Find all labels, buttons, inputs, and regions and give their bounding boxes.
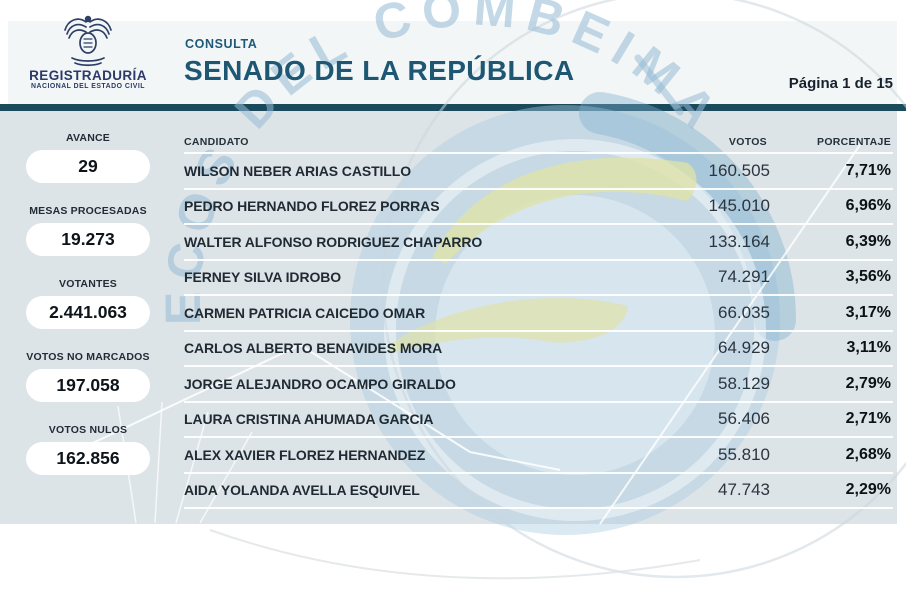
candidate-name: PEDRO HERNANDO FLOREZ PORRAS xyxy=(184,198,440,215)
table-row: ALEX XAVIER FLOREZ HERNANDEZ 55.810 2,68… xyxy=(184,438,893,474)
candidate-percentage: 3,56% xyxy=(845,268,891,286)
table-row: JORGE ALEJANDRO OCAMPO GIRALDO 58.129 2,… xyxy=(184,367,893,403)
candidate-votes: 66.035 xyxy=(718,302,770,322)
column-header-percentage: PORCENTAJE xyxy=(817,135,891,148)
candidate-votes: 58.129 xyxy=(718,373,770,393)
table-row: LAURA CRISTINA AHUMADA GARCIA 56.406 2,7… xyxy=(184,403,893,438)
column-header-candidate: CANDIDATO xyxy=(184,135,249,148)
registraduria-logo: REGISTRADURÍA NACIONAL DEL ESTADO CIVIL xyxy=(28,12,148,91)
page-title: SENADO DE LA REPÚBLICA xyxy=(184,55,575,86)
stat-label: VOTANTES xyxy=(59,278,117,290)
stat-item: VOTOS NULOS 162.856 xyxy=(8,424,168,475)
column-header-votes: VOTOS xyxy=(728,135,767,148)
candidate-percentage: 7,71% xyxy=(845,161,891,179)
candidate-percentage: 6,39% xyxy=(845,232,891,250)
candidate-percentage: 3,17% xyxy=(845,303,891,321)
table-header-row: CANDIDATO VOTOS PORCENTAJE xyxy=(184,131,893,154)
candidate-votes: 133.164 xyxy=(708,231,770,251)
stat-value-pill: 197.058 xyxy=(26,369,150,402)
stat-item: VOTOS NO MARCADOS 197.058 xyxy=(8,351,168,402)
candidate-percentage: 2,71% xyxy=(845,410,891,428)
stats-sidebar: AVANCE 29 MESAS PROCESADAS 19.273 VOTANT… xyxy=(8,132,168,497)
candidate-votes: 145.010 xyxy=(708,196,770,216)
candidate-name: CARLOS ALBERTO BENAVIDES MORA xyxy=(184,340,443,357)
table-row: CARLOS ALBERTO BENAVIDES MORA 64.929 3,1… xyxy=(184,332,893,367)
candidate-name: FERNEY SILVA IDROBO xyxy=(184,269,342,286)
candidate-percentage: 3,11% xyxy=(846,339,891,357)
page-indicator: Página 1 de 15 xyxy=(788,75,893,92)
candidate-name: ALEX XAVIER FLOREZ HERNANDEZ xyxy=(184,446,426,463)
stat-label: VOTOS NO MARCADOS xyxy=(26,351,150,363)
stat-value-pill: 19.273 xyxy=(26,223,150,256)
candidate-name: WALTER ALFONSO RODRIGUEZ CHAPARRO xyxy=(184,233,483,250)
candidate-percentage: 6,96% xyxy=(845,197,891,215)
stat-item: VOTANTES 2.441.063 xyxy=(8,278,168,329)
candidate-votes: 160.505 xyxy=(708,160,770,180)
watermark-bottom-curve xyxy=(209,529,701,580)
candidate-name: WILSON NEBER ARIAS CASTILLO xyxy=(184,162,412,179)
stat-value-pill: 2.441.063 xyxy=(26,296,150,329)
candidate-name: LAURA CRISTINA AHUMADA GARCIA xyxy=(184,411,434,428)
candidate-percentage: 2,29% xyxy=(845,481,891,499)
stat-label: VOTOS NULOS xyxy=(48,424,128,436)
stat-item: AVANCE 29 xyxy=(8,132,168,183)
candidate-percentage: 2,68% xyxy=(845,445,891,463)
candidate-votes: 55.810 xyxy=(718,444,770,464)
table-row: FERNEY SILVA IDROBO 74.291 3,56% xyxy=(184,261,893,296)
candidate-percentage: 2,79% xyxy=(845,374,891,392)
logo-title: REGISTRADURÍA xyxy=(29,68,147,83)
table-row: PEDRO HERNANDO FLOREZ PORRAS 145.010 6,9… xyxy=(184,190,893,225)
candidate-votes: 64.929 xyxy=(718,338,770,358)
table-row: WILSON NEBER ARIAS CASTILLO 160.505 7,71… xyxy=(184,154,893,190)
registraduria-emblem-icon xyxy=(64,15,112,67)
stat-item: MESAS PROCESADAS 19.273 xyxy=(8,205,168,256)
category-label: CONSULTA xyxy=(185,37,258,51)
stat-value-pill: 29 xyxy=(26,150,150,183)
results-table: CANDIDATO VOTOS PORCENTAJE WILSON NEBER … xyxy=(184,131,893,509)
stat-value-pill: 162.856 xyxy=(26,442,150,475)
candidate-name: AIDA YOLANDA AVELLA ESQUIVEL xyxy=(184,482,420,499)
candidate-votes: 56.406 xyxy=(718,409,770,429)
stat-label: AVANCE xyxy=(66,132,110,144)
candidate-name: JORGE ALEJANDRO OCAMPO GIRALDO xyxy=(184,375,456,392)
header-divider-bar xyxy=(0,104,906,111)
table-body: WILSON NEBER ARIAS CASTILLO 160.505 7,71… xyxy=(184,154,893,509)
table-row: CARMEN PATRICIA CAICEDO OMAR 66.035 3,17… xyxy=(184,296,893,332)
logo-subtitle: NACIONAL DEL ESTADO CIVIL xyxy=(31,83,145,90)
table-row: AIDA YOLANDA AVELLA ESQUIVEL 47.743 2,29… xyxy=(184,474,893,509)
candidate-name: CARMEN PATRICIA CAICEDO OMAR xyxy=(184,304,426,321)
table-row: WALTER ALFONSO RODRIGUEZ CHAPARRO 133.16… xyxy=(184,225,893,261)
candidate-votes: 47.743 xyxy=(718,480,770,500)
candidate-votes: 74.291 xyxy=(718,267,770,287)
stat-label: MESAS PROCESADAS xyxy=(29,205,147,217)
